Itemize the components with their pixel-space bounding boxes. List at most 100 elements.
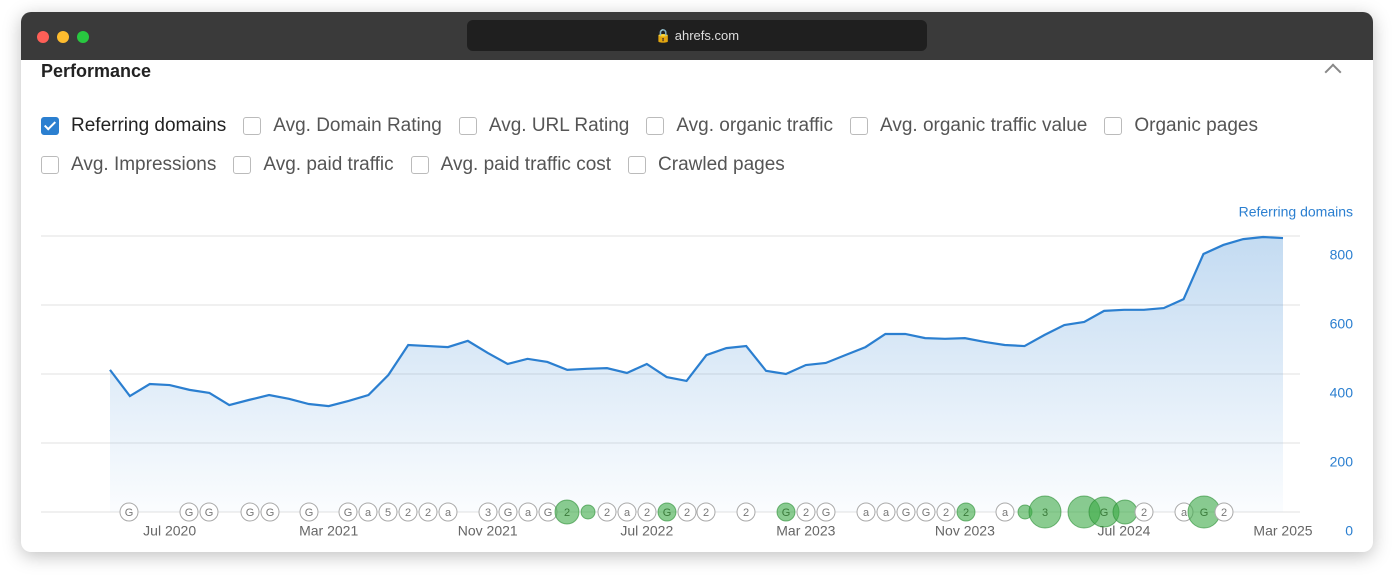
- checkbox-label: Organic pages: [1134, 114, 1258, 136]
- event-label: G: [205, 507, 214, 519]
- checkbox-box: [41, 155, 59, 174]
- x-tick-label: Nov 2023: [935, 523, 995, 539]
- checkbox-label: Avg. Impressions: [71, 153, 217, 175]
- checkbox-box: [646, 116, 665, 135]
- checkbox[interactable]: Avg. URL Rating: [458, 106, 630, 145]
- checkbox-label: Avg. organic traffic value: [880, 114, 1088, 136]
- event-label: a: [863, 507, 870, 519]
- y-tick-label: 600: [1330, 316, 1354, 332]
- event-marker: [338, 502, 358, 522]
- checkbox[interactable]: Avg. Impressions: [41, 145, 216, 184]
- event-label: G: [125, 507, 134, 519]
- event-marker: [995, 502, 1015, 522]
- event-marker: [1134, 502, 1154, 522]
- event-label: 5: [385, 507, 391, 519]
- event-marker: [240, 502, 260, 522]
- event-marker: [617, 502, 637, 522]
- checkbox-label: Referring domains: [71, 114, 227, 136]
- event-marker: [677, 502, 697, 522]
- event-marker: [554, 499, 580, 525]
- event-marker: [1214, 502, 1234, 522]
- x-tick-label: Nov 2021: [458, 523, 518, 539]
- event-marker: [657, 502, 677, 522]
- event-label: a: [624, 507, 631, 519]
- event-marker: [119, 502, 139, 522]
- event-marker: [418, 502, 438, 522]
- x-tick-label: Mar 2023: [776, 523, 835, 539]
- checkbox-label: Avg. Domain Rating: [273, 114, 442, 136]
- event-label: 3: [485, 507, 491, 519]
- event-marker: [498, 502, 518, 522]
- event-marker: [696, 502, 716, 522]
- event-label: G: [305, 507, 314, 519]
- checkbox-box: [1104, 116, 1123, 135]
- event-label: G: [544, 507, 553, 519]
- checkbox-label: Avg. organic traffic: [676, 114, 834, 136]
- event-label: 2: [564, 507, 570, 519]
- event-label: G: [902, 507, 911, 519]
- x-tick-label: Mar 2021: [299, 523, 358, 539]
- checkbox-box: [243, 116, 262, 135]
- event-label: 2: [703, 507, 709, 519]
- x-tick-label: Jul 2024: [1097, 523, 1150, 539]
- event-label: G: [266, 507, 275, 519]
- checkbox-label: Avg. URL Rating: [488, 114, 630, 136]
- event-label: 2: [803, 507, 809, 519]
- event-marker: [358, 502, 378, 522]
- event-marker: [736, 502, 756, 522]
- checkbox[interactable]: Avg. paid traffic: [233, 145, 394, 184]
- checkbox[interactable]: Avg. Domain Rating: [243, 106, 442, 145]
- event-label: G: [782, 507, 791, 519]
- metric-checkboxes: Referring domains Avg. Domain Rating Avg. …: [41, 106, 1341, 184]
- event-marker: [518, 502, 538, 522]
- event-marker: [580, 504, 596, 520]
- event-label: 2: [743, 507, 749, 519]
- event-marker: [916, 502, 936, 522]
- close-button[interactable]: [37, 31, 49, 43]
- event-label: a: [445, 507, 452, 519]
- checkbox-box: [233, 155, 252, 174]
- x-tick-label: Jul 2020: [143, 523, 196, 539]
- event-label: a: [1002, 507, 1009, 519]
- checkbox[interactable]: Referring domains: [41, 106, 226, 145]
- event-label: 2: [684, 507, 690, 519]
- event-label: 2: [425, 507, 431, 519]
- checkbox[interactable]: Avg. paid traffic cost: [410, 145, 611, 184]
- event-label: G: [822, 507, 831, 519]
- zoom-button[interactable]: [77, 31, 89, 43]
- event-marker: [378, 502, 398, 522]
- area: [110, 237, 1283, 512]
- y-axis-title: Referring domains: [1239, 204, 1353, 220]
- checkbox[interactable]: Organic pages: [1104, 106, 1258, 145]
- event-marker: [260, 502, 280, 522]
- event-marker: [1028, 495, 1062, 529]
- checkbox-box: [458, 116, 477, 135]
- event-label: G: [344, 507, 353, 519]
- title-bar: 🔒 ahrefs.com: [21, 12, 1373, 60]
- checkbox-label: Crawled pages: [658, 153, 785, 175]
- event-label: G: [663, 507, 672, 519]
- checkbox[interactable]: Avg. organic traffic: [646, 106, 833, 145]
- checkbox-box: [410, 155, 429, 174]
- event-label: 2: [405, 507, 411, 519]
- checkbox-box: [628, 155, 647, 174]
- minimize-button[interactable]: [57, 31, 69, 43]
- y-tick-label: 200: [1330, 454, 1354, 470]
- event-label: 2: [943, 507, 949, 519]
- event-label: G: [1200, 507, 1209, 519]
- section-title: Performance: [41, 61, 152, 81]
- event-marker: [199, 502, 219, 522]
- event-label: 2: [604, 507, 610, 519]
- event-label: G: [1100, 507, 1109, 519]
- url-bar[interactable]: 🔒 ahrefs.com: [467, 20, 927, 51]
- event-label: G: [922, 507, 931, 519]
- url: ahrefs.com: [674, 28, 740, 43]
- event-marker: [896, 502, 916, 522]
- checkbox[interactable]: Crawled pages: [628, 145, 785, 184]
- event-label: 2: [963, 507, 969, 519]
- checkbox[interactable]: Avg. organic traffic value: [850, 106, 1087, 145]
- event-label: 3: [1042, 507, 1048, 519]
- event-marker: [478, 502, 498, 522]
